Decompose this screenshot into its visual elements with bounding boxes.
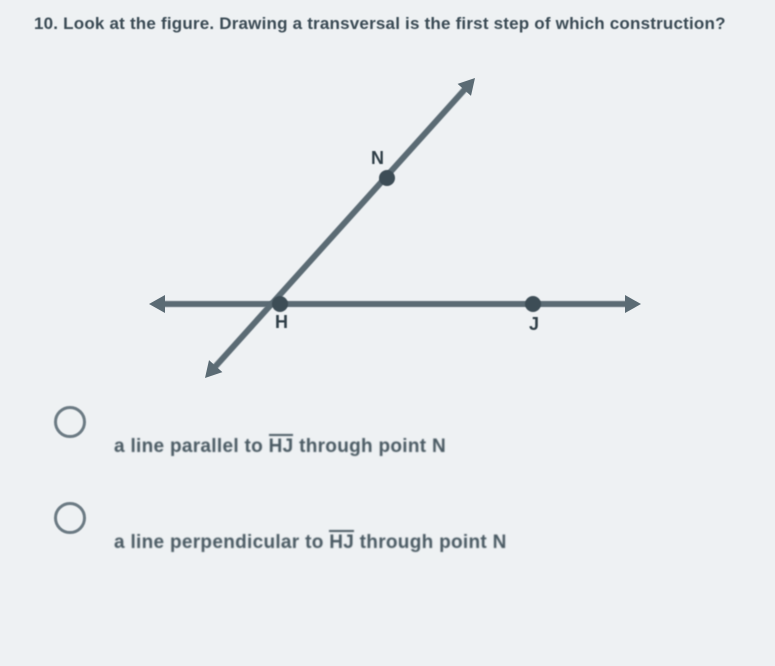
question-body: Look at the figure. Drawing a transversa… (63, 14, 726, 33)
option-b-text: a line perpendicular to HJ through point… (114, 532, 507, 554)
geometry-diagram: H J N (135, 42, 655, 392)
answer-options: a line parallel to HJ through point N a … (34, 402, 755, 554)
radio-icon[interactable] (54, 406, 86, 438)
svg-text:N: N (371, 148, 384, 168)
svg-text:H: H (275, 312, 288, 332)
option-b[interactable]: a line perpendicular to HJ through point… (54, 498, 755, 554)
option-a-text: a line parallel to HJ through point N (114, 436, 446, 458)
option-a-pre: a line parallel to (114, 436, 269, 457)
option-b-post: through point N (354, 532, 507, 553)
option-a[interactable]: a line parallel to HJ through point N (54, 402, 755, 458)
option-a-post: through point N (293, 436, 446, 457)
question-number: 10. (34, 14, 58, 33)
diagram-svg: H J N (135, 42, 655, 392)
page: 10. Look at the figure. Drawing a transv… (0, 0, 775, 666)
segment-hj: HJ (269, 436, 294, 458)
radio-icon[interactable] (54, 502, 86, 534)
option-b-pre: a line perpendicular to (114, 532, 329, 553)
question-text: 10. Look at the figure. Drawing a transv… (34, 14, 755, 34)
segment-hj: HJ (329, 532, 354, 554)
svg-text:J: J (529, 314, 539, 334)
